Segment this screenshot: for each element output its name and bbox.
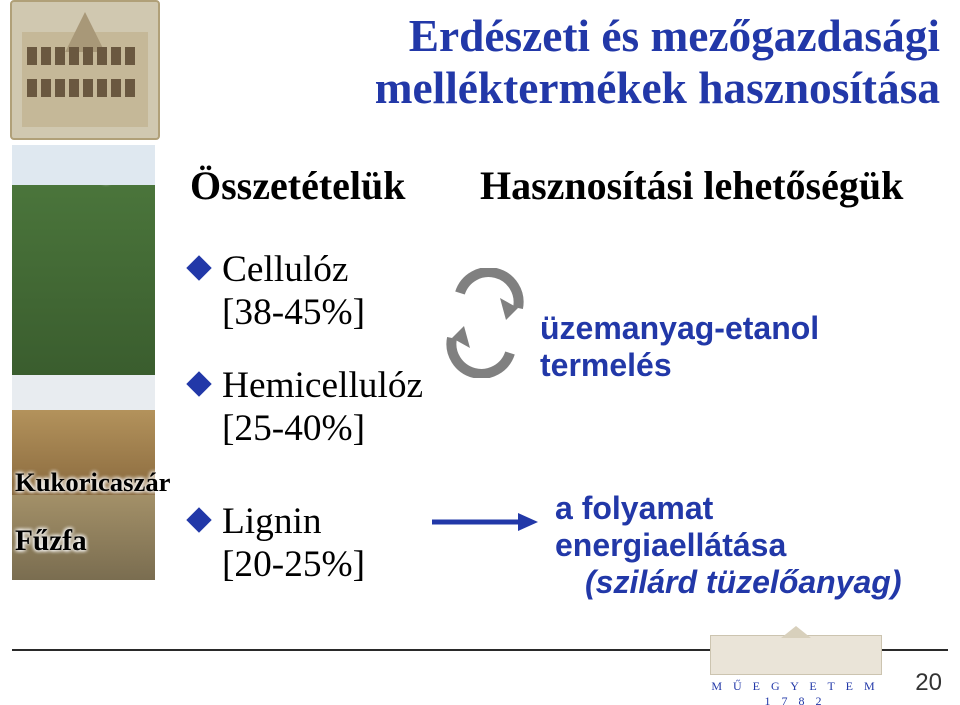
university-logo-footer: M Ű E G Y E T E M 1 7 8 2	[710, 635, 880, 695]
photo-label-cornstalk: Kukoricaszár	[15, 467, 170, 498]
utilization-heading-block: Hasznosítási lehetőségük	[480, 162, 940, 209]
energy-text-2: (szilárd tüzelőanyag)	[585, 564, 935, 601]
logo-windows	[27, 47, 143, 107]
slide-title: Erdészeti és mezőgazdasági mellékterméke…	[375, 10, 940, 114]
bullet-range: [38-45%]	[222, 292, 365, 333]
composition-bullets: Cellulóz [38-45%] Hemicellulóz [25-40%] …	[190, 249, 470, 587]
photo-spruce: Lucfenyő	[12, 145, 155, 375]
bullet-range: [20-25%]	[222, 544, 365, 585]
composition-column: Összetételük Cellulóz [38-45%] Hemicellu…	[190, 162, 470, 617]
footer-building-shape	[710, 635, 882, 675]
photo-willow: Fűzfa	[12, 495, 155, 580]
diamond-icon	[186, 507, 211, 532]
bullet-name: Cellulóz	[222, 249, 348, 290]
bullet-lignin: Lignin [20-25%]	[190, 501, 470, 587]
cycle-arrows-icon	[440, 268, 530, 378]
page-number: 20	[915, 669, 942, 697]
feedstock-photo-strip: Lucfenyő Kukoricaszár Fűzfa	[12, 145, 155, 580]
slide-page: Erdészeti és mezőgazdasági mellékterméke…	[0, 0, 960, 705]
energy-text-1: a folyamat energiaellátása	[555, 490, 935, 564]
bullet-name: Hemicellulóz	[222, 365, 423, 406]
ethanol-text: üzemanyag-etanol termelés	[540, 310, 819, 383]
composition-heading: Összetételük	[190, 162, 470, 209]
photo-cornstalk: Kukoricaszár	[12, 375, 155, 495]
bullet-hemicellulose: Hemicellulóz [25-40%]	[190, 365, 470, 451]
university-logo-top	[10, 0, 160, 140]
diamond-icon	[186, 371, 211, 396]
photo-label-spruce: Lucfenyő	[15, 151, 132, 184]
diamond-icon	[186, 255, 211, 280]
bullet-range: [25-40%]	[222, 408, 365, 449]
bullet-name: Lignin	[222, 501, 322, 542]
photo-label-willow: Fűzfa	[15, 525, 87, 558]
bullet-cellulose: Cellulóz [38-45%]	[190, 249, 470, 335]
utilization-line-ethanol: üzemanyag-etanol termelés	[540, 310, 940, 384]
utilization-line-energy: a folyamat energiaellátása (szilárd tüze…	[555, 490, 935, 601]
straight-arrow-icon	[430, 510, 540, 534]
utilization-heading: Hasznosítási lehetőségük	[480, 162, 940, 209]
title-line-1: Erdészeti és mezőgazdasági	[375, 10, 940, 62]
footer-caption: M Ű E G Y E T E M 1 7 8 2	[710, 679, 880, 705]
title-line-2: melléktermékek hasznosítása	[375, 62, 940, 114]
